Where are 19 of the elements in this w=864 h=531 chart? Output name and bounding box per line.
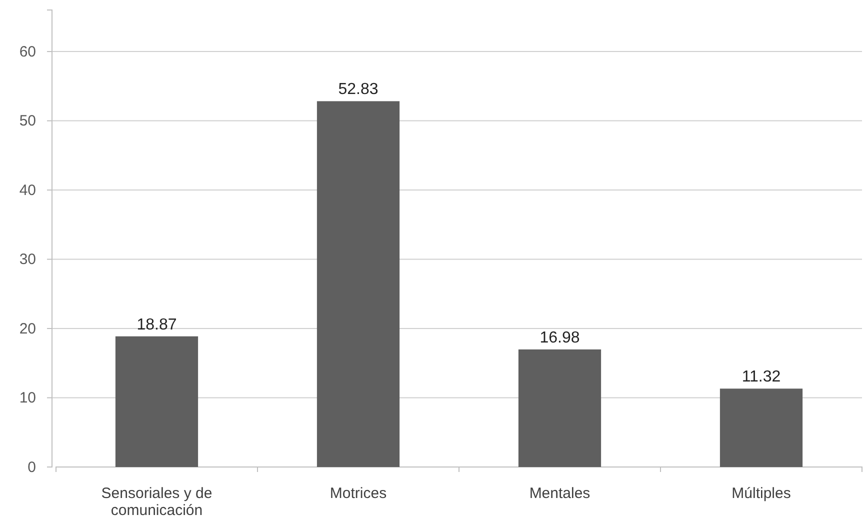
y-tick-label: 40 xyxy=(19,182,36,199)
x-tick-label: Mentales xyxy=(529,485,590,502)
data-label: 18.87 xyxy=(136,316,177,334)
bar xyxy=(720,388,803,467)
y-tick-label: 20 xyxy=(19,320,36,338)
bar xyxy=(115,336,198,467)
y-tick-label: 30 xyxy=(19,251,36,268)
x-tick-label: Motrices xyxy=(330,485,387,502)
y-tick-label: 50 xyxy=(19,112,36,130)
y-tick-label: 10 xyxy=(19,390,36,407)
bar xyxy=(316,101,400,467)
data-label: 11.32 xyxy=(742,368,781,386)
data-label: 52.83 xyxy=(338,81,378,98)
y-tick-label: 60 xyxy=(19,43,36,60)
data-label: 16.98 xyxy=(540,329,580,346)
x-tick-label: Sensoriales y de comunicación xyxy=(101,485,212,519)
bar xyxy=(518,349,602,467)
y-tick-label: 0 xyxy=(28,458,36,476)
x-tick-label: Múltiples xyxy=(732,485,791,502)
